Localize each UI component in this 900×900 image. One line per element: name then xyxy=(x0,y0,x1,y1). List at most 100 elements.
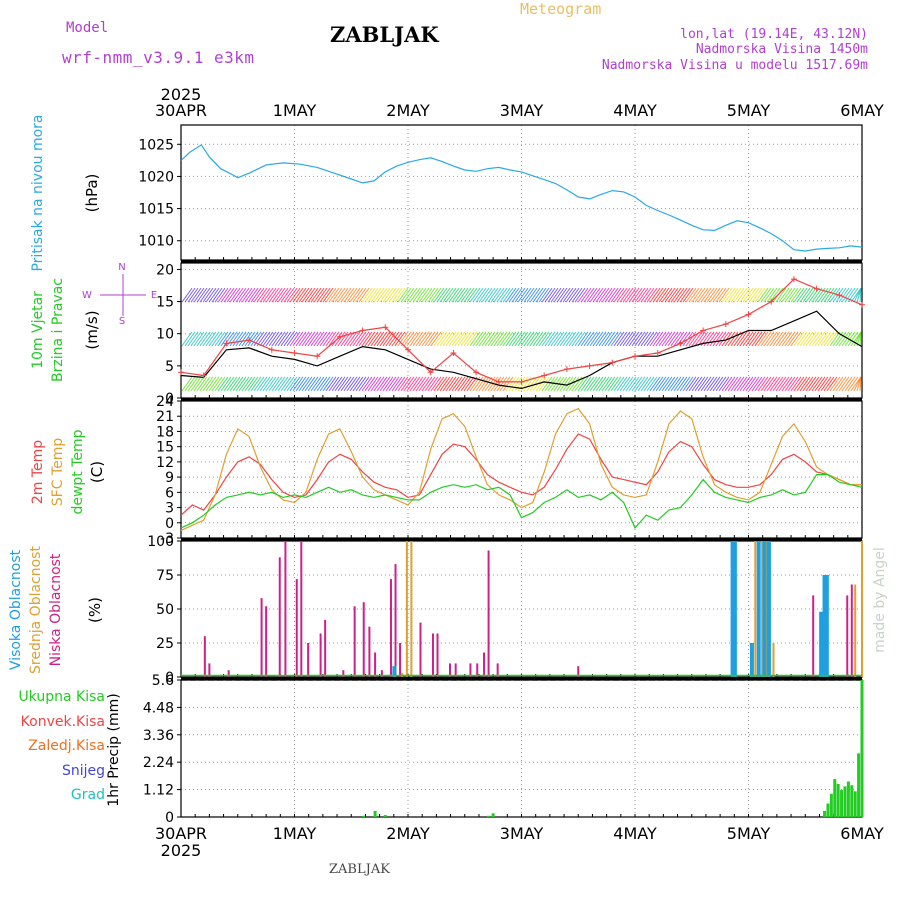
y-tick-label: 0 xyxy=(165,670,174,686)
wind-barb-band-low xyxy=(274,376,286,392)
wind-barb-band-mid xyxy=(745,331,757,347)
compass-w: W xyxy=(82,290,92,301)
wind-barb-band-high xyxy=(571,287,583,303)
wind-barb-band-low xyxy=(382,376,394,392)
wind-barb-band-mid xyxy=(565,331,577,347)
wind-barb-band-low xyxy=(346,376,358,392)
wind-barb-band-low xyxy=(631,376,643,392)
wind-barb-band-low xyxy=(709,376,721,392)
wind-barb-band-low xyxy=(214,376,226,392)
wind-barb-band-high xyxy=(325,287,337,303)
y-tick-label: 1020 xyxy=(138,169,174,185)
wind-barb-band-high xyxy=(202,287,214,303)
wind-barb-band-mid xyxy=(247,331,259,347)
wind-barb-band-mid xyxy=(787,331,799,347)
wind-barb-band-high xyxy=(271,287,283,303)
wind-barb-band-mid xyxy=(196,331,208,347)
wind-barb-band-low xyxy=(415,376,427,392)
pressure-unit: (hPa) xyxy=(83,174,101,213)
wind-barb-band-low xyxy=(457,376,469,392)
wind-barb-band-high xyxy=(340,287,352,303)
wind-barb-band-high xyxy=(439,287,451,303)
wind-barb-band-high xyxy=(736,287,748,303)
wind-barb-band-mid xyxy=(241,331,253,347)
wind-barb-band-high xyxy=(826,287,838,303)
wind-barb-band-low xyxy=(478,376,490,392)
wind-barb-band-low xyxy=(496,376,508,392)
wind-barb-band-mid xyxy=(439,331,451,347)
cloud-bar-visoka xyxy=(392,666,397,677)
wind-barb-band-low xyxy=(511,376,523,392)
cloud-bar-niska xyxy=(295,579,298,677)
wind-barb-band-high xyxy=(382,287,394,303)
wind-barb-band-high xyxy=(310,287,322,303)
cloud-bar-niska xyxy=(307,643,310,677)
precip-bar xyxy=(383,815,387,817)
wind-barb-band-low xyxy=(481,376,493,392)
wind-barb-band-high xyxy=(541,287,553,303)
cloud-bar-srednja xyxy=(754,541,757,677)
wind-barb-band-mid xyxy=(673,331,685,347)
wind-barb-band-mid xyxy=(268,331,280,347)
wind-barb-band-high xyxy=(295,287,307,303)
wind-barb-band-mid xyxy=(715,331,727,347)
wind-barb-band-high xyxy=(466,287,478,303)
wind-gust-marker xyxy=(405,346,411,353)
wind-barb-band-low xyxy=(793,376,805,392)
wind-barb-band-mid xyxy=(592,331,604,347)
wind-barb-band-mid xyxy=(529,331,541,347)
y-tick-label: 1010 xyxy=(138,234,174,250)
wind-barb-band-low xyxy=(361,376,373,392)
wind-barb-band-low xyxy=(286,376,298,392)
wind-barb-band-mid xyxy=(211,331,223,347)
cloud-bar-niska xyxy=(496,663,499,677)
cloud-bar-niska xyxy=(419,622,422,677)
wind-barb-band-high xyxy=(733,287,745,303)
wind-barb-band-mid xyxy=(394,331,406,347)
cloud-bar-visoka xyxy=(824,575,829,677)
wind-barb-band-low xyxy=(277,376,289,392)
wind-barb-band-mid xyxy=(694,331,706,347)
wind-barb-band-mid xyxy=(322,331,334,347)
wind-barb-band-mid xyxy=(217,331,229,347)
cloud-bar-niska xyxy=(431,633,434,677)
cloud-bar-srednja xyxy=(761,541,764,677)
wind-barb-band-high xyxy=(328,287,340,303)
wind-barb-band-high xyxy=(676,287,688,303)
wind-barb-band-low xyxy=(562,376,574,392)
wind-barb-band-low xyxy=(661,376,673,392)
wind-barb-band-mid xyxy=(520,331,532,347)
cloud-bar-niska xyxy=(284,541,287,677)
wind-barb-band-low xyxy=(754,376,766,392)
wind-barb-band-mid xyxy=(763,331,775,347)
wind-barb-band-mid xyxy=(514,331,526,347)
wind-barb-band-low xyxy=(664,376,676,392)
wind-barb-band-low xyxy=(526,376,538,392)
wind-barb-band-mid xyxy=(526,331,538,347)
wind-barb-band-low xyxy=(547,376,559,392)
wind-barb-band-low xyxy=(757,376,769,392)
wind-barb-band-high xyxy=(274,287,286,303)
wind-barb-band-low xyxy=(697,376,709,392)
y-tick-label: 12 xyxy=(156,455,174,471)
wind-gust-marker xyxy=(359,327,366,334)
wind-barb-band-mid xyxy=(646,331,658,347)
precip-bar xyxy=(836,783,840,817)
wind-barb-band-high xyxy=(214,287,226,303)
wind-barb-band-high xyxy=(361,287,373,303)
wind-barb-band-high xyxy=(649,287,661,303)
wind-barb-band-low xyxy=(760,376,772,392)
wind-barb-band-low xyxy=(574,376,586,392)
wind-barb-band-high xyxy=(367,287,379,303)
precip-legend-item: Konvek.Kisa xyxy=(21,714,105,730)
wind-barb-band-low xyxy=(829,376,841,392)
wind-barb-band-high xyxy=(286,287,298,303)
wind-barb-band-mid xyxy=(535,331,547,347)
wind-barb-band-low xyxy=(670,376,682,392)
wind-barb-band-mid xyxy=(256,331,268,347)
wind-barb-band-mid xyxy=(760,331,772,347)
wind-barb-band-low xyxy=(610,376,622,392)
compass-n: N xyxy=(118,262,125,273)
wind-barb-band-low xyxy=(649,376,661,392)
y-tick-label: 5 xyxy=(165,359,174,375)
